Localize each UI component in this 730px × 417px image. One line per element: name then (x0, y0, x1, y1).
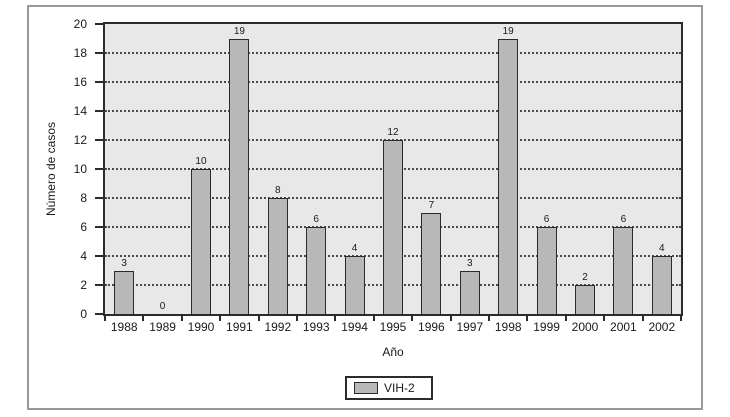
x-tick-mark (680, 316, 682, 321)
x-tick-label-1997: 1997 (456, 320, 484, 334)
bar-1994 (344, 256, 365, 314)
x-tick-label-1991: 1991 (226, 320, 253, 334)
x-tick-mark (142, 316, 145, 321)
x-tick-label-1998: 1998 (494, 320, 522, 334)
bar-value-label-1997: 3 (467, 257, 473, 269)
y-tick-mark (95, 313, 103, 315)
x-tick-mark (334, 316, 337, 321)
x-tick-label-2001: 2001 (610, 320, 637, 334)
bar-1988 (114, 270, 135, 314)
bar-1990 (191, 169, 211, 314)
bar-1996 (421, 212, 442, 314)
bar-value-label-1999: 6 (543, 214, 550, 225)
x-tick-label-2000: 2000 (571, 320, 599, 334)
legend: VIH-2 (345, 376, 433, 400)
y-tick-mark (95, 110, 103, 112)
x-tick-mark (104, 316, 106, 321)
x-axis-title: Año (382, 345, 404, 359)
bar-value-label-1990: 10 (195, 156, 207, 167)
x-tick-mark (564, 316, 567, 321)
bar-1995 (383, 140, 403, 314)
bar-value-label-2002: 4 (659, 243, 665, 254)
x-tick-label-1995: 1995 (379, 320, 407, 334)
y-tick-mark (95, 197, 103, 199)
x-tick-mark (411, 316, 414, 321)
x-tick-mark (526, 316, 529, 321)
y-tick-mark (95, 139, 103, 141)
bar-1998 (498, 38, 519, 314)
x-tick-label-1988: 1988 (110, 320, 138, 334)
legend-label: VIH-2 (384, 381, 415, 395)
bar-value-label-1998: 19 (502, 25, 514, 37)
y-tick-label-8: 8 (80, 191, 87, 205)
bar-2002 (651, 256, 672, 314)
bar-value-label-1994: 4 (351, 243, 358, 254)
x-tick-label-1990: 1990 (187, 320, 215, 334)
legend-swatch-icon (354, 382, 378, 394)
y-tick-mark (95, 168, 103, 170)
bar-value-label-1993: 6 (313, 214, 319, 225)
y-tick-label-18: 18 (73, 46, 87, 60)
x-tick-mark (257, 316, 260, 321)
y-tick-label-16: 16 (73, 75, 87, 89)
x-tick-label-1994: 1994 (341, 320, 368, 334)
x-tick-label-2002: 2002 (648, 320, 676, 334)
bar-1999 (536, 227, 557, 314)
x-tick-mark (488, 316, 490, 321)
bar-1992 (267, 198, 288, 314)
y-tick-mark (95, 226, 103, 228)
bar-value-label-2001: 6 (620, 214, 627, 225)
y-tick-label-2: 2 (80, 278, 87, 292)
gridline-y-14 (105, 110, 681, 112)
bar-value-label-1992: 8 (275, 185, 281, 196)
y-tick-label-10: 10 (73, 162, 87, 176)
y-tick-label-6: 6 (80, 220, 87, 234)
bar-value-label-1996: 7 (428, 199, 435, 211)
bar-2000 (575, 285, 595, 314)
y-tick-mark (95, 52, 103, 54)
bar-value-label-1988: 3 (121, 257, 127, 269)
y-tick-label-4: 4 (80, 249, 87, 263)
bar-value-label-1991: 19 (233, 25, 245, 37)
gridline-y-18 (105, 52, 681, 54)
y-tick-mark (95, 284, 103, 286)
x-tick-mark (219, 316, 222, 321)
y-tick-label-14: 14 (73, 104, 87, 118)
y-tick-mark (95, 23, 103, 25)
x-tick-mark (641, 316, 644, 321)
bar-value-label-1989: 0 (159, 301, 166, 312)
y-tick-label-20: 20 (73, 17, 87, 31)
plot-area: 3 0 10 19 8 6 4 12 7 3 19 6 2 6 4 (103, 22, 683, 316)
x-tick-label-1999: 1999 (533, 320, 560, 334)
y-tick-mark (95, 81, 103, 83)
x-tick-label-1993: 1993 (302, 320, 330, 334)
x-tick-mark (603, 316, 606, 321)
x-tick-label-1989: 1989 (149, 320, 176, 334)
x-tick-mark (449, 316, 452, 321)
bar-2001 (613, 227, 634, 314)
bar-1997 (459, 270, 480, 314)
x-tick-mark (296, 316, 298, 321)
y-tick-label-12: 12 (73, 133, 87, 147)
gridline-y-16 (105, 81, 681, 83)
bar-1991 (229, 38, 250, 314)
x-tick-mark (180, 316, 183, 321)
x-tick-label-1996: 1996 (418, 320, 445, 334)
bar-1993 (306, 227, 327, 314)
x-tick-label-1992: 1992 (264, 320, 292, 334)
y-tick-label-0: 0 (80, 307, 87, 321)
x-tick-mark (372, 316, 375, 321)
bar-value-label-2000: 2 (582, 272, 588, 283)
y-tick-mark (95, 255, 103, 257)
bar-value-label-1995: 12 (387, 127, 399, 138)
